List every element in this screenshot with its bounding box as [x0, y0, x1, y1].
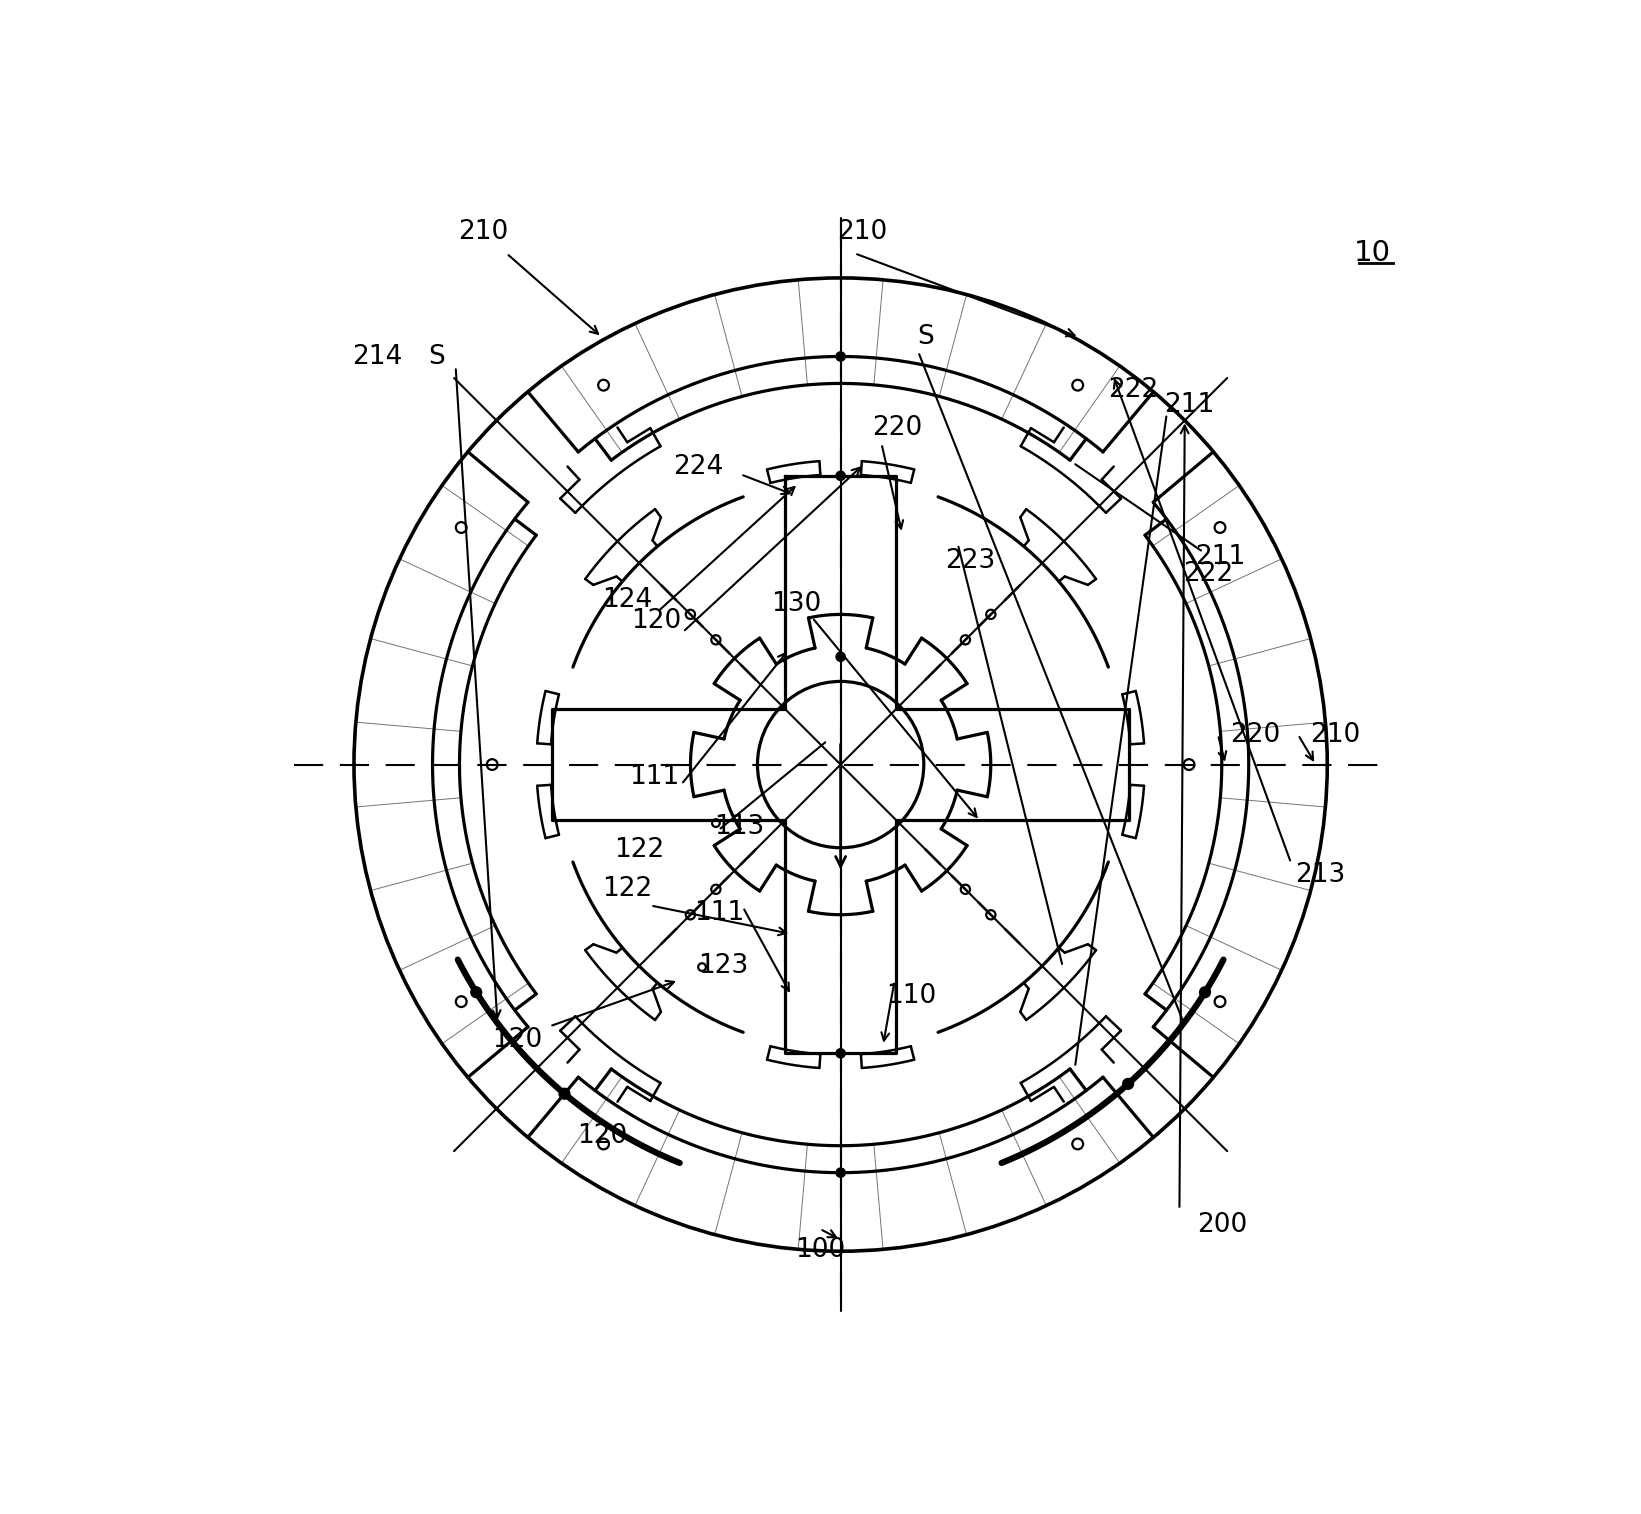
Text: 220: 220: [1229, 722, 1280, 748]
Text: 213: 213: [1295, 861, 1346, 887]
Text: 111: 111: [629, 765, 679, 790]
Text: 122: 122: [614, 837, 665, 863]
Text: 120: 120: [576, 1123, 627, 1149]
Text: S: S: [428, 344, 445, 371]
Text: 214: 214: [351, 344, 402, 371]
Circle shape: [1200, 987, 1211, 998]
Text: 223: 223: [945, 548, 994, 574]
Circle shape: [471, 987, 482, 998]
Text: 120: 120: [630, 607, 681, 633]
Text: 210: 210: [1310, 722, 1360, 748]
Text: 200: 200: [1196, 1213, 1247, 1238]
Text: 224: 224: [673, 454, 724, 480]
Text: 124: 124: [602, 587, 653, 613]
Text: 210: 210: [837, 218, 888, 245]
Text: 211: 211: [1195, 544, 1246, 569]
Circle shape: [835, 471, 845, 480]
Text: S: S: [917, 324, 934, 350]
Text: 211: 211: [1165, 392, 1214, 418]
Circle shape: [560, 1089, 569, 1099]
Text: 222: 222: [1108, 377, 1159, 403]
Circle shape: [835, 653, 845, 662]
Text: 210: 210: [458, 218, 509, 245]
Text: 120: 120: [492, 1026, 543, 1054]
Circle shape: [835, 1049, 845, 1058]
Text: 122: 122: [602, 875, 653, 901]
Text: 222: 222: [1183, 562, 1234, 587]
Text: 220: 220: [871, 415, 922, 441]
Text: 123: 123: [699, 952, 748, 978]
Text: 113: 113: [714, 815, 765, 840]
Text: 110: 110: [886, 983, 937, 1010]
Circle shape: [835, 1167, 845, 1178]
Text: 10: 10: [1354, 239, 1392, 268]
Text: 111: 111: [694, 901, 745, 927]
Text: 100: 100: [794, 1237, 845, 1264]
Circle shape: [835, 351, 845, 362]
Text: 130: 130: [771, 590, 822, 616]
Circle shape: [1122, 1078, 1134, 1089]
